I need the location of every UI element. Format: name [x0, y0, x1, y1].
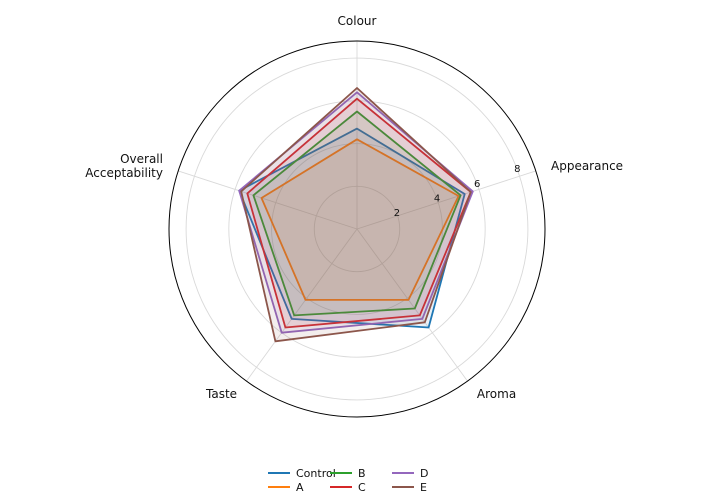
legend-label: D	[420, 467, 429, 480]
legend: Control A B C D E	[268, 467, 458, 495]
legend-swatch	[268, 486, 290, 488]
axis-label-2: Appearance	[551, 159, 623, 173]
axis-spoke-3	[356, 228, 468, 382]
legend-label: E	[420, 481, 427, 494]
r-tick-label-4: 8	[514, 164, 520, 175]
legend-swatch	[330, 472, 352, 474]
series-line-e	[240, 87, 472, 343]
series-fill-b	[253, 111, 461, 316]
legend-item-b: B	[330, 467, 366, 480]
legend-swatch	[268, 472, 290, 474]
axis-label-5: Overall Acceptability	[85, 152, 163, 180]
r-tick-label-2: 4	[434, 193, 440, 204]
legend-item-a: A	[268, 481, 304, 494]
axis-label-3: Aroma	[477, 387, 516, 401]
legend-item-e: E	[392, 481, 427, 494]
legend-swatch	[330, 486, 352, 488]
r-tick-label-1: 2	[394, 208, 400, 219]
grid-layer	[168, 40, 546, 418]
series-line-c	[246, 97, 472, 329]
axis-spoke-5	[178, 170, 358, 230]
series-layer	[238, 87, 474, 343]
legend-label: C	[358, 481, 366, 494]
axis-label-4: Taste	[205, 387, 237, 401]
axis-label-1: Colour	[338, 14, 377, 28]
label-layer: 2 4 6 8 Colour Appearance Aroma Taste Overall Acc…	[85, 14, 623, 401]
legend-item-c: C	[330, 481, 366, 494]
r-tick-label-3: 6	[474, 179, 480, 190]
series-fill-d	[239, 92, 473, 333]
legend-label: B	[358, 467, 366, 480]
legend-swatch	[392, 472, 414, 474]
series-line-a	[260, 138, 460, 301]
legend-label: Control	[296, 467, 336, 480]
legend-item-d: D	[392, 467, 428, 480]
series-fill-a	[261, 139, 459, 300]
legend-label: A	[296, 481, 304, 494]
axis-spoke-4	[246, 228, 358, 382]
series-fill-e	[241, 88, 471, 342]
legend-swatch	[392, 486, 414, 488]
axis-spoke-2	[356, 170, 536, 230]
series-fill-c	[247, 98, 471, 328]
legend-item-control: Control	[268, 467, 336, 480]
series-line-b	[252, 110, 462, 317]
polar-frame	[168, 40, 546, 418]
series-line-d	[238, 91, 474, 334]
